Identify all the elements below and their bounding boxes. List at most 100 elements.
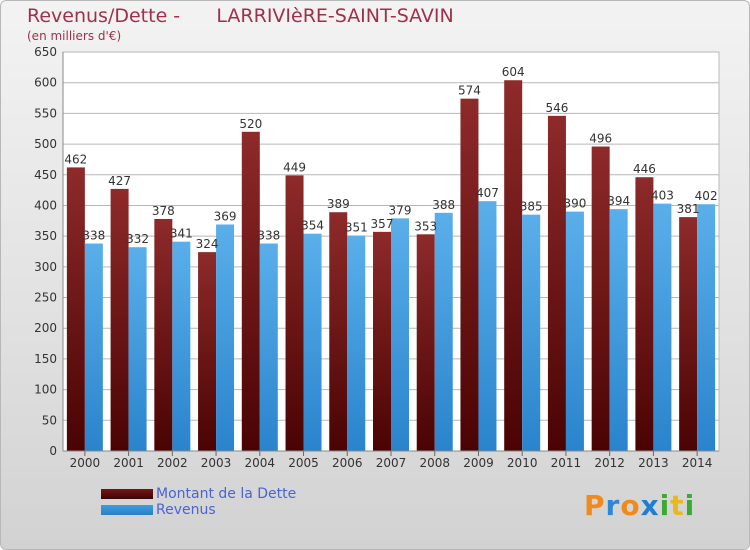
x-tick-label: 2001 <box>113 456 144 470</box>
data-label: 546 <box>545 101 568 115</box>
data-label: 338 <box>82 229 105 243</box>
logo-letter: t <box>670 489 685 522</box>
bar-dette <box>460 98 479 451</box>
bar-dette <box>416 234 435 451</box>
data-label: 604 <box>502 65 525 79</box>
data-label: 324 <box>196 237 219 251</box>
data-label: 427 <box>108 174 131 188</box>
logo-letter: x <box>640 489 660 522</box>
y-tick-label: 450 <box>34 168 57 182</box>
bar-dette <box>329 212 348 451</box>
data-label: 354 <box>301 219 324 233</box>
bar-revenus <box>216 224 235 451</box>
legend-label-revenus: Revenus <box>156 502 216 518</box>
x-tick-label: 2008 <box>419 456 450 470</box>
x-tick-label: 2003 <box>201 456 232 470</box>
x-tick-label: 2000 <box>70 456 101 470</box>
data-label: 394 <box>607 194 630 208</box>
data-label: 385 <box>520 200 543 214</box>
data-label: 446 <box>633 162 656 176</box>
x-tick-label: 2002 <box>157 456 188 470</box>
y-tick-label: 0 <box>49 444 57 458</box>
logo-letter: P <box>584 489 606 522</box>
x-tick-label: 2010 <box>507 456 538 470</box>
y-tick-label: 600 <box>34 76 57 90</box>
bar-revenus <box>565 211 584 451</box>
bar-revenus <box>347 235 366 451</box>
chart-subtitle: (en milliers d'€) <box>27 29 122 43</box>
data-label: 369 <box>214 209 237 223</box>
chart-title: Revenus/Dette - LARRIVIèRE-SAINT-SAVIN <box>27 5 454 27</box>
x-tick-label: 2011 <box>551 456 582 470</box>
logo-letter: r <box>605 489 621 522</box>
data-label: 389 <box>327 197 350 211</box>
y-tick-label: 350 <box>34 229 57 243</box>
data-label: 357 <box>371 217 394 231</box>
bar-revenus <box>128 247 147 451</box>
data-label: 351 <box>345 221 368 235</box>
bar-revenus <box>434 212 453 451</box>
bar-revenus <box>478 201 497 451</box>
data-label: 407 <box>476 186 499 200</box>
y-tick-label: 150 <box>34 352 57 366</box>
logo-letter: i <box>659 489 671 522</box>
bar-dette <box>198 252 217 451</box>
legend-label-dette: Montant de la Dette <box>156 486 297 502</box>
x-tick-label: 2007 <box>376 456 407 470</box>
legend-swatch-revenus <box>101 505 153 515</box>
data-label: 338 <box>257 229 280 243</box>
bar-dette <box>110 188 129 451</box>
bar-dette <box>154 218 173 451</box>
bar-dette <box>373 231 391 451</box>
x-tick-label: 2013 <box>638 456 669 470</box>
logo-letter: i <box>684 489 696 522</box>
bar-revenus <box>697 204 716 451</box>
y-tick-label: 300 <box>34 260 57 274</box>
bar-dette <box>591 146 610 452</box>
data-label: 462 <box>64 152 87 166</box>
data-label: 402 <box>695 189 718 203</box>
bar-dette <box>547 115 566 451</box>
bar-dette <box>66 167 85 451</box>
bar-revenus <box>522 214 541 451</box>
bar-revenus <box>391 218 409 451</box>
bar-dette <box>241 131 260 452</box>
bar-revenus <box>653 203 672 451</box>
x-tick-label: 2014 <box>682 456 713 470</box>
y-tick-label: 650 <box>34 45 57 59</box>
bar-dette <box>504 80 523 451</box>
data-label: 496 <box>589 132 612 146</box>
bar-dette <box>635 177 654 451</box>
data-label: 332 <box>126 232 149 246</box>
y-tick-label: 400 <box>34 198 57 212</box>
bar-revenus <box>172 241 191 451</box>
x-tick-label: 2005 <box>288 456 319 470</box>
bar-revenus <box>303 233 322 451</box>
bar-revenus <box>84 243 103 451</box>
y-tick-label: 500 <box>34 137 57 151</box>
y-tick-label: 200 <box>34 321 57 335</box>
data-label: 353 <box>414 219 437 233</box>
data-label: 381 <box>677 202 700 216</box>
data-label: 341 <box>170 227 193 241</box>
data-label: 449 <box>283 160 306 174</box>
data-label: 379 <box>389 203 412 217</box>
proxiti-logo: Proxiti <box>584 489 695 522</box>
y-tick-label: 250 <box>34 291 57 305</box>
data-label: 378 <box>152 204 175 218</box>
bar-dette <box>285 175 304 452</box>
data-label: 388 <box>432 198 455 212</box>
x-tick-label: 2006 <box>332 456 363 470</box>
data-label: 574 <box>458 84 481 98</box>
x-tick-label: 2009 <box>463 456 494 470</box>
data-label: 520 <box>239 117 262 131</box>
y-tick-label: 50 <box>42 413 57 427</box>
bar-revenus <box>609 209 628 451</box>
legend-swatch-dette <box>101 489 153 499</box>
y-tick-label: 550 <box>34 106 57 120</box>
logo-letter: o <box>620 489 641 522</box>
bar-dette <box>679 217 698 451</box>
y-tick-label: 100 <box>34 383 57 397</box>
data-label: 390 <box>563 197 586 211</box>
